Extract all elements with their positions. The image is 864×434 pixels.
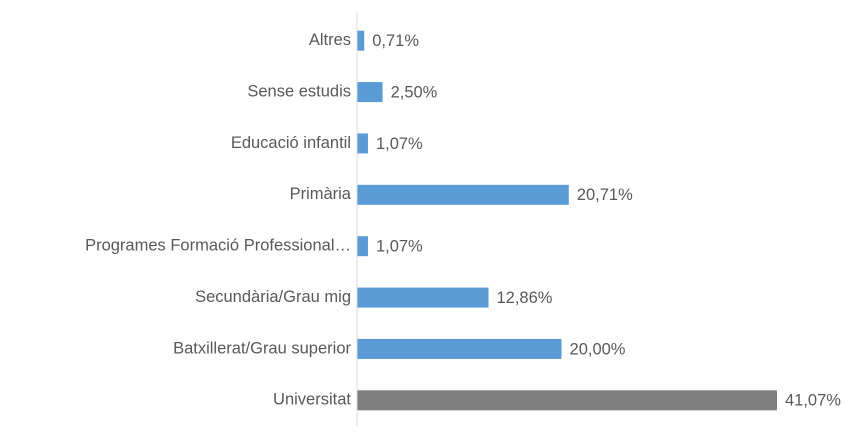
data-label: 20,71%	[577, 186, 633, 204]
bar	[357, 338, 562, 359]
category-label: Sense estudis	[247, 82, 351, 100]
bar	[357, 184, 569, 205]
category-label: Primària	[290, 185, 352, 203]
data-label: 12,86%	[497, 289, 553, 307]
data-label: 41,07%	[785, 392, 841, 410]
bar	[357, 133, 368, 154]
category-label: Batxillerat/Grau superior	[173, 339, 351, 357]
data-label: 0,71%	[372, 32, 419, 50]
bar	[357, 236, 368, 257]
bar	[357, 390, 777, 411]
bar	[357, 287, 489, 308]
data-label: 2,50%	[391, 83, 438, 101]
category-label: Universitat	[273, 391, 351, 409]
data-label: 1,07%	[376, 135, 423, 153]
category-label: Programes Formació Professional…	[85, 237, 351, 255]
category-label: Educació infantil	[231, 134, 351, 152]
data-label: 20,00%	[570, 340, 626, 358]
bar	[357, 82, 383, 103]
category-label: Altres	[309, 31, 351, 49]
data-label: 1,07%	[376, 238, 423, 256]
category-label: Secundària/Grau mig	[195, 288, 351, 306]
bar	[357, 30, 365, 51]
